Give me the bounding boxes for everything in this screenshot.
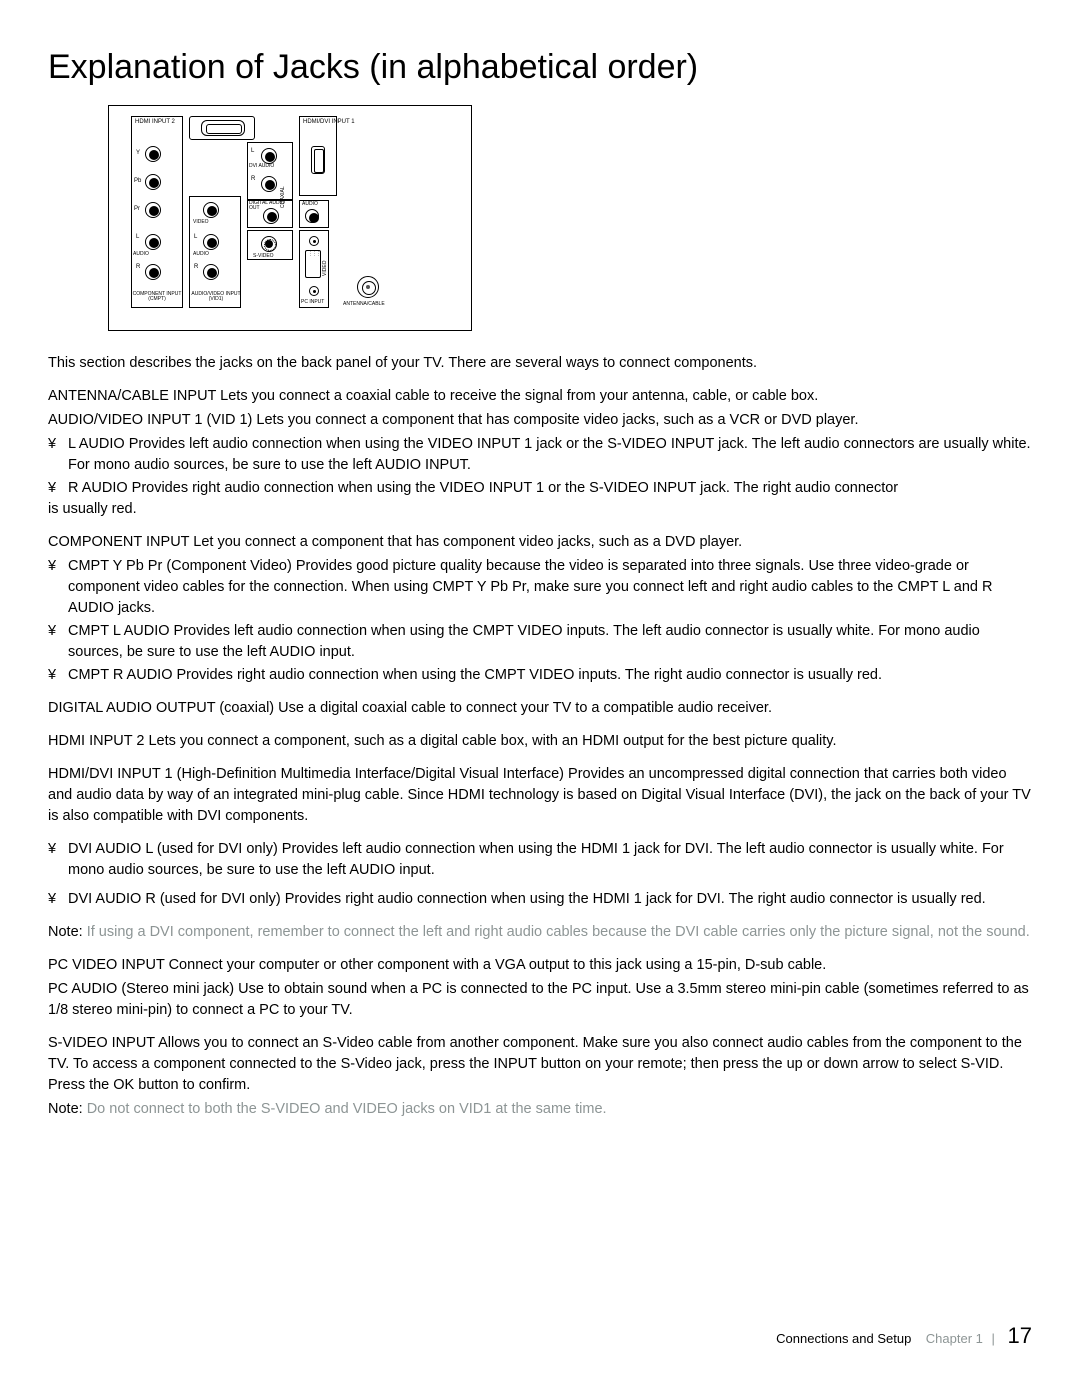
dvi-l-bullet: DVI AUDIO L (used for DVI only) Provides…: [68, 839, 1032, 881]
bullet-marker: ¥: [48, 839, 68, 881]
pb-label: Pb: [134, 178, 141, 184]
coaxial-label: COAXIAL: [281, 186, 286, 208]
r-audio-bullet-pre: R AUDIO Provides right audio connection …: [68, 478, 1032, 499]
hdmi1-connector: [311, 146, 325, 174]
y-jack: [145, 146, 161, 162]
footer-divider: |: [987, 1331, 1000, 1346]
av-audio-label: AUDIO: [193, 252, 209, 257]
bullet-marker: ¥: [48, 434, 68, 476]
digital-audio-text: DIGITAL AUDIO OUTPUT (coaxial) Use a dig…: [48, 698, 1032, 719]
av1-text: AUDIO/VIDEO INPUT 1 (VID 1) Lets you con…: [48, 410, 1032, 431]
cmpt-ypbpr-bullet: CMPT Y Pb Pr (Component Video) Provides …: [68, 556, 1032, 619]
hdmi2-text: HDMI INPUT 2 Lets you connect a componen…: [48, 731, 1032, 752]
digital-audio-jack: [263, 208, 279, 224]
component-text: COMPONENT INPUT Let you connect a compon…: [48, 532, 1032, 553]
svideo-label: S-VIDEO: [253, 254, 274, 259]
note-2-body: Do not connect to both the S-VIDEO and V…: [83, 1101, 607, 1117]
cmpt-r-label: R: [136, 264, 140, 270]
antenna-jack: [357, 276, 379, 298]
av-input-label: AUDIO/VIDEO INPUT (VID1): [191, 292, 241, 303]
component-bullets: ¥ CMPT Y Pb Pr (Component Video) Provide…: [48, 556, 1032, 686]
page-title: Explanation of Jacks (in alphabetical or…: [48, 48, 1032, 87]
pc-input-label: PC INPUT: [301, 300, 324, 305]
cmpt-l-bullet: CMPT L AUDIO Provides left audio connect…: [68, 621, 1032, 663]
bullet-marker: ¥: [48, 556, 68, 619]
note-1-body: If using a DVI component, remember to co…: [83, 924, 1030, 940]
av-l-jack: [203, 234, 219, 250]
hdmi2-label: HDMI INPUT 2: [135, 119, 175, 125]
dvi-l-jack: [261, 148, 277, 164]
av-r-jack: [203, 264, 219, 280]
bullet-marker: ¥: [48, 665, 68, 686]
dvi-audio-label: DVI AUDIO: [249, 164, 274, 169]
dvi-r-bullet: DVI AUDIO R (used for DVI only) Provides…: [68, 889, 1032, 910]
cmpt-r-jack: [145, 264, 161, 280]
bullet-marker: ¥: [48, 621, 68, 663]
note-2: Note: Do not connect to both the S-VIDEO…: [48, 1099, 1032, 1120]
cmpt-audio-label: AUDIO: [133, 252, 149, 257]
svideo-jack: [261, 236, 277, 252]
pr-label: Pr: [134, 206, 140, 212]
pc-video-text: PC VIDEO INPUT Connect your computer or …: [48, 955, 1032, 976]
av-l-label: L: [194, 234, 197, 240]
pb-jack: [145, 174, 161, 190]
pc-audio-label: AUDIO: [302, 202, 318, 207]
av1-bullets: ¥ L AUDIO Provides left audio connection…: [48, 434, 1032, 520]
dvi-bullets: ¥ DVI AUDIO L (used for DVI only) Provid…: [48, 839, 1032, 910]
hdmi2-connector: [201, 120, 245, 136]
vga-port: [305, 250, 321, 278]
footer-section: Connections and Setup: [776, 1331, 911, 1346]
pc-audio-jack: [305, 209, 319, 223]
cmpt-l-label: L: [136, 234, 139, 240]
footer-chapter: Chapter 1: [926, 1331, 983, 1346]
pr-jack: [145, 202, 161, 218]
footer-page-number: 17: [1004, 1323, 1032, 1348]
pc-mini-jack: [309, 236, 319, 246]
note-1: Note: If using a DVI component, remember…: [48, 922, 1032, 943]
r-audio-bullet-tail: is usually red.: [48, 499, 1032, 520]
antenna-text: ANTENNA/CABLE INPUT Lets you connect a c…: [48, 386, 1032, 407]
note-2-label: Note:: [48, 1101, 83, 1117]
page-footer: Connections and Setup Chapter 1 | 17: [776, 1323, 1032, 1349]
jack-diagram: HDMI INPUT 2 Y Pb Pr L AUDIO R COMPONENT…: [108, 105, 472, 331]
video-label: VIDEO: [193, 220, 209, 225]
component-input-label: COMPONENT INPUT (CMPT): [132, 292, 182, 303]
hdmi1-label: HDMI/DVI INPUT 1: [303, 119, 355, 125]
cmpt-r-bullet: CMPT R AUDIO Provides right audio connec…: [68, 665, 1032, 686]
pc-video-label: VIDEO: [323, 260, 328, 276]
cmpt-l-jack: [145, 234, 161, 250]
svideo-text: S-VIDEO INPUT Allows you to connect an S…: [48, 1033, 1032, 1096]
bullet-marker: ¥: [48, 478, 68, 499]
antenna-label: ANTENNA/CABLE: [343, 302, 385, 307]
dvi-r-label: R: [251, 176, 255, 182]
l-audio-bullet: L AUDIO Provides left audio connection w…: [68, 434, 1032, 476]
av-r-label: R: [194, 264, 198, 270]
pc-audio-text: PC AUDIO (Stereo mini jack) Use to obtai…: [48, 979, 1032, 1021]
video-jack: [203, 202, 219, 218]
pc-mini-jack-2: [309, 286, 319, 296]
dvi-r-jack: [261, 176, 277, 192]
bullet-marker: ¥: [48, 889, 68, 910]
y-label: Y: [136, 150, 140, 156]
intro-text: This section describes the jacks on the …: [48, 353, 1032, 374]
note-1-label: Note:: [48, 924, 83, 940]
hdmi1-text: HDMI/DVI INPUT 1 (High-Definition Multim…: [48, 764, 1032, 827]
dvi-l-label: L: [251, 148, 254, 154]
